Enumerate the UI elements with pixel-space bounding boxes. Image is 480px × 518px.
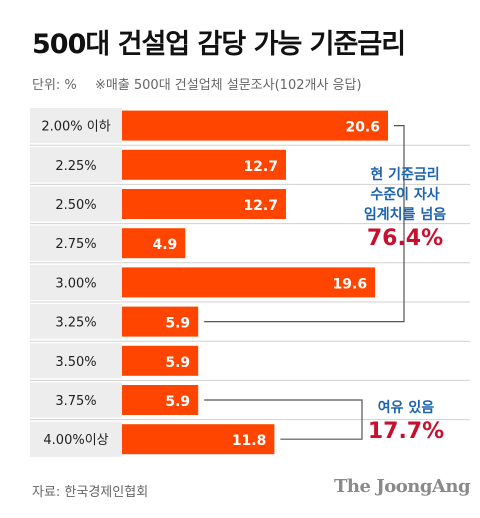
data-label: 5.9	[165, 394, 190, 410]
unit-label: 단위: %	[32, 78, 77, 93]
category-label: 2.50%	[55, 198, 96, 213]
category-label: 2.75%	[55, 237, 96, 252]
annotation-line: 수준이 자사	[370, 187, 440, 203]
unit-note-line: 단위: % ※매출 500대 건설업체 설문조사(102개사 응답)	[32, 74, 362, 93]
data-label: 5.9	[165, 355, 190, 371]
data-label: 5.9	[165, 316, 190, 332]
annotation-line: 임계치를 넘음	[363, 207, 447, 223]
annotation-over-threshold: 현 기준금리 수준이 자사 임계치를 넘음 76.4%	[350, 165, 460, 253]
category-label-bg	[30, 382, 122, 418]
category-label: 3.50%	[55, 355, 96, 370]
category-label-bg	[30, 108, 122, 144]
brand-logo: The JoongAng	[334, 476, 471, 497]
annotation-value: 76.4%	[366, 226, 444, 251]
bar	[122, 424, 275, 455]
data-label: 12.7	[243, 159, 278, 175]
bar	[122, 110, 388, 141]
category-label: 2.25%	[55, 159, 96, 174]
annotation-bracket	[204, 124, 405, 323]
chart-title: 500대 건설업 감당 가능 기준금리	[32, 29, 406, 60]
data-label: 20.6	[345, 120, 380, 136]
category-label-bg	[30, 421, 122, 457]
bar	[122, 189, 286, 219]
category-label: 4.00%이상	[43, 433, 108, 448]
data-label: 19.6	[333, 276, 368, 292]
category-label-bg	[30, 147, 122, 183]
survey-note: ※매출 500대 건설업체 설문조사(102개사 응답)	[94, 78, 362, 93]
category-label-bg	[30, 264, 122, 300]
category-label: 3.00%	[55, 276, 96, 291]
category-label: 3.25%	[55, 316, 96, 331]
bar	[122, 228, 186, 259]
data-label: 12.7	[243, 198, 278, 214]
category-label-bg	[30, 225, 122, 261]
annotation-margin: 여유 있음 17.7%	[356, 398, 456, 446]
source-note: 자료: 한국경제인협회	[32, 485, 149, 500]
data-label: 4.9	[152, 237, 177, 253]
annotation-bracket	[204, 399, 363, 440]
bar	[122, 385, 199, 415]
category-label-bg	[30, 186, 122, 222]
annotation-line: 현 기준금리	[370, 167, 440, 183]
bar	[122, 149, 286, 180]
category-label: 3.75%	[55, 394, 96, 409]
category-label-bg	[30, 343, 122, 379]
category-label-bg	[30, 304, 122, 340]
annotation-line: 여유 있음	[377, 400, 435, 416]
bar	[122, 345, 199, 376]
data-label: 11.8	[232, 433, 267, 449]
annotation-value: 17.7%	[367, 419, 445, 444]
bar	[122, 267, 376, 298]
bar	[122, 306, 199, 337]
category-label: 2.00% 이하	[41, 120, 110, 135]
